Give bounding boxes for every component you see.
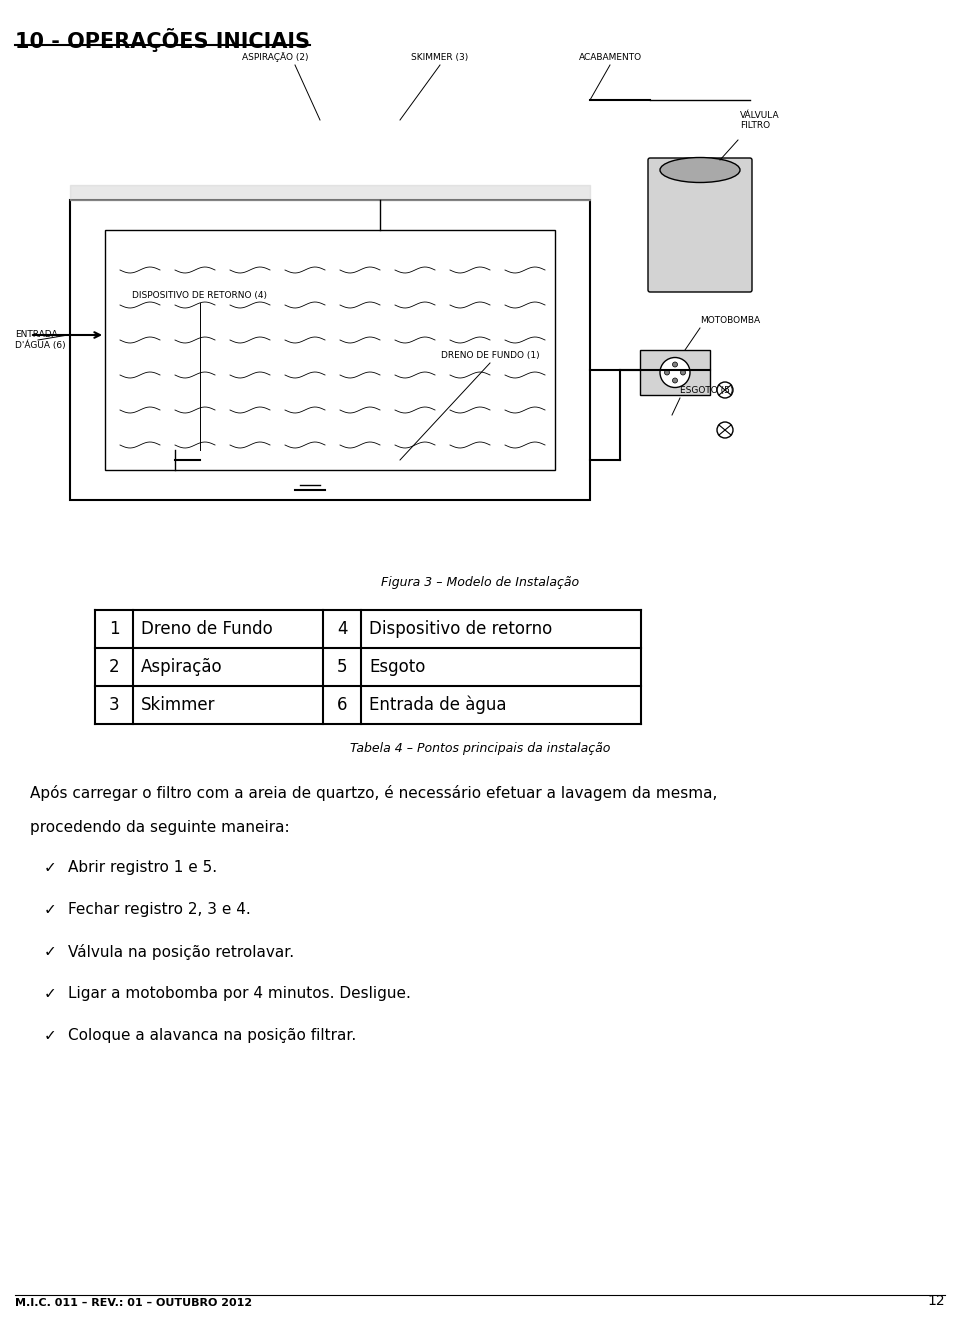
Text: Abrir registro 1 e 5.: Abrir registro 1 e 5. (68, 861, 217, 875)
Circle shape (717, 422, 733, 438)
Text: ASPIRAÇÃO (2): ASPIRAÇÃO (2) (242, 52, 308, 62)
Text: 12: 12 (927, 1294, 945, 1307)
Text: Coloque a alavanca na posição filtrar.: Coloque a alavanca na posição filtrar. (68, 1028, 356, 1044)
Text: MOTOBOMBA: MOTOBOMBA (700, 316, 760, 325)
Bar (640, 350, 710, 395)
Text: ✓: ✓ (43, 861, 57, 875)
Text: Esgoto: Esgoto (369, 658, 425, 676)
Circle shape (660, 358, 690, 387)
Text: ACABAMENTO: ACABAMENTO (579, 53, 641, 62)
Text: procedendo da seguinte maneira:: procedendo da seguinte maneira: (30, 819, 290, 835)
Text: ✓: ✓ (43, 944, 57, 959)
Text: Entrada de àgua: Entrada de àgua (369, 696, 507, 715)
Circle shape (717, 382, 733, 398)
Text: Figura 3 – Modelo de Instalação: Figura 3 – Modelo de Instalação (381, 575, 579, 589)
Text: 6: 6 (337, 696, 348, 713)
Text: Dispositivo de retorno: Dispositivo de retorno (369, 621, 552, 638)
Text: M.I.C. 011 – REV.: 01 – OUTUBRO 2012: M.I.C. 011 – REV.: 01 – OUTUBRO 2012 (15, 1298, 252, 1307)
Text: SKIMMER (3): SKIMMER (3) (412, 53, 468, 62)
Text: Aspiração: Aspiração (141, 658, 223, 676)
Text: 1: 1 (108, 621, 119, 638)
Text: 5: 5 (337, 658, 348, 676)
Text: Dreno de Fundo: Dreno de Fundo (141, 621, 273, 638)
Circle shape (673, 362, 678, 367)
Text: ✓: ✓ (43, 1028, 57, 1044)
Text: Fechar registro 2, 3 e 4.: Fechar registro 2, 3 e 4. (68, 902, 251, 918)
Text: 4: 4 (337, 621, 348, 638)
Text: Tabela 4 – Pontos principais da instalação: Tabela 4 – Pontos principais da instalaç… (349, 743, 611, 754)
FancyBboxPatch shape (648, 158, 752, 292)
Text: ENTRADA
D'ÁGUA (6): ENTRADA D'ÁGUA (6) (15, 330, 65, 350)
Circle shape (673, 378, 678, 383)
Circle shape (681, 370, 685, 375)
Text: Válvula na posição retrolavar.: Válvula na posição retrolavar. (68, 944, 294, 960)
Text: Após carregar o filtro com a areia de quartzo, é necessário efetuar a lavagem da: Após carregar o filtro com a areia de qu… (30, 785, 717, 801)
Text: ✓: ✓ (43, 987, 57, 1001)
Text: DRENO DE FUNDO (1): DRENO DE FUNDO (1) (441, 351, 540, 359)
Text: 3: 3 (108, 696, 119, 713)
Ellipse shape (660, 158, 740, 183)
Text: DISPOSITIVO DE RETORNO (4): DISPOSITIVO DE RETORNO (4) (132, 290, 268, 300)
Text: Skimmer: Skimmer (141, 696, 215, 713)
Text: 10 - OPERAÇÕES INICIAIS: 10 - OPERAÇÕES INICIAIS (15, 28, 310, 52)
Text: VÁLVULA
FILTRO: VÁLVULA FILTRO (740, 110, 780, 130)
Text: 2: 2 (108, 658, 119, 676)
Circle shape (664, 370, 669, 375)
Text: ESGOTO (5): ESGOTO (5) (680, 386, 733, 395)
Text: ✓: ✓ (43, 902, 57, 918)
Text: Ligar a motobomba por 4 minutos. Desligue.: Ligar a motobomba por 4 minutos. Desligu… (68, 987, 411, 1001)
